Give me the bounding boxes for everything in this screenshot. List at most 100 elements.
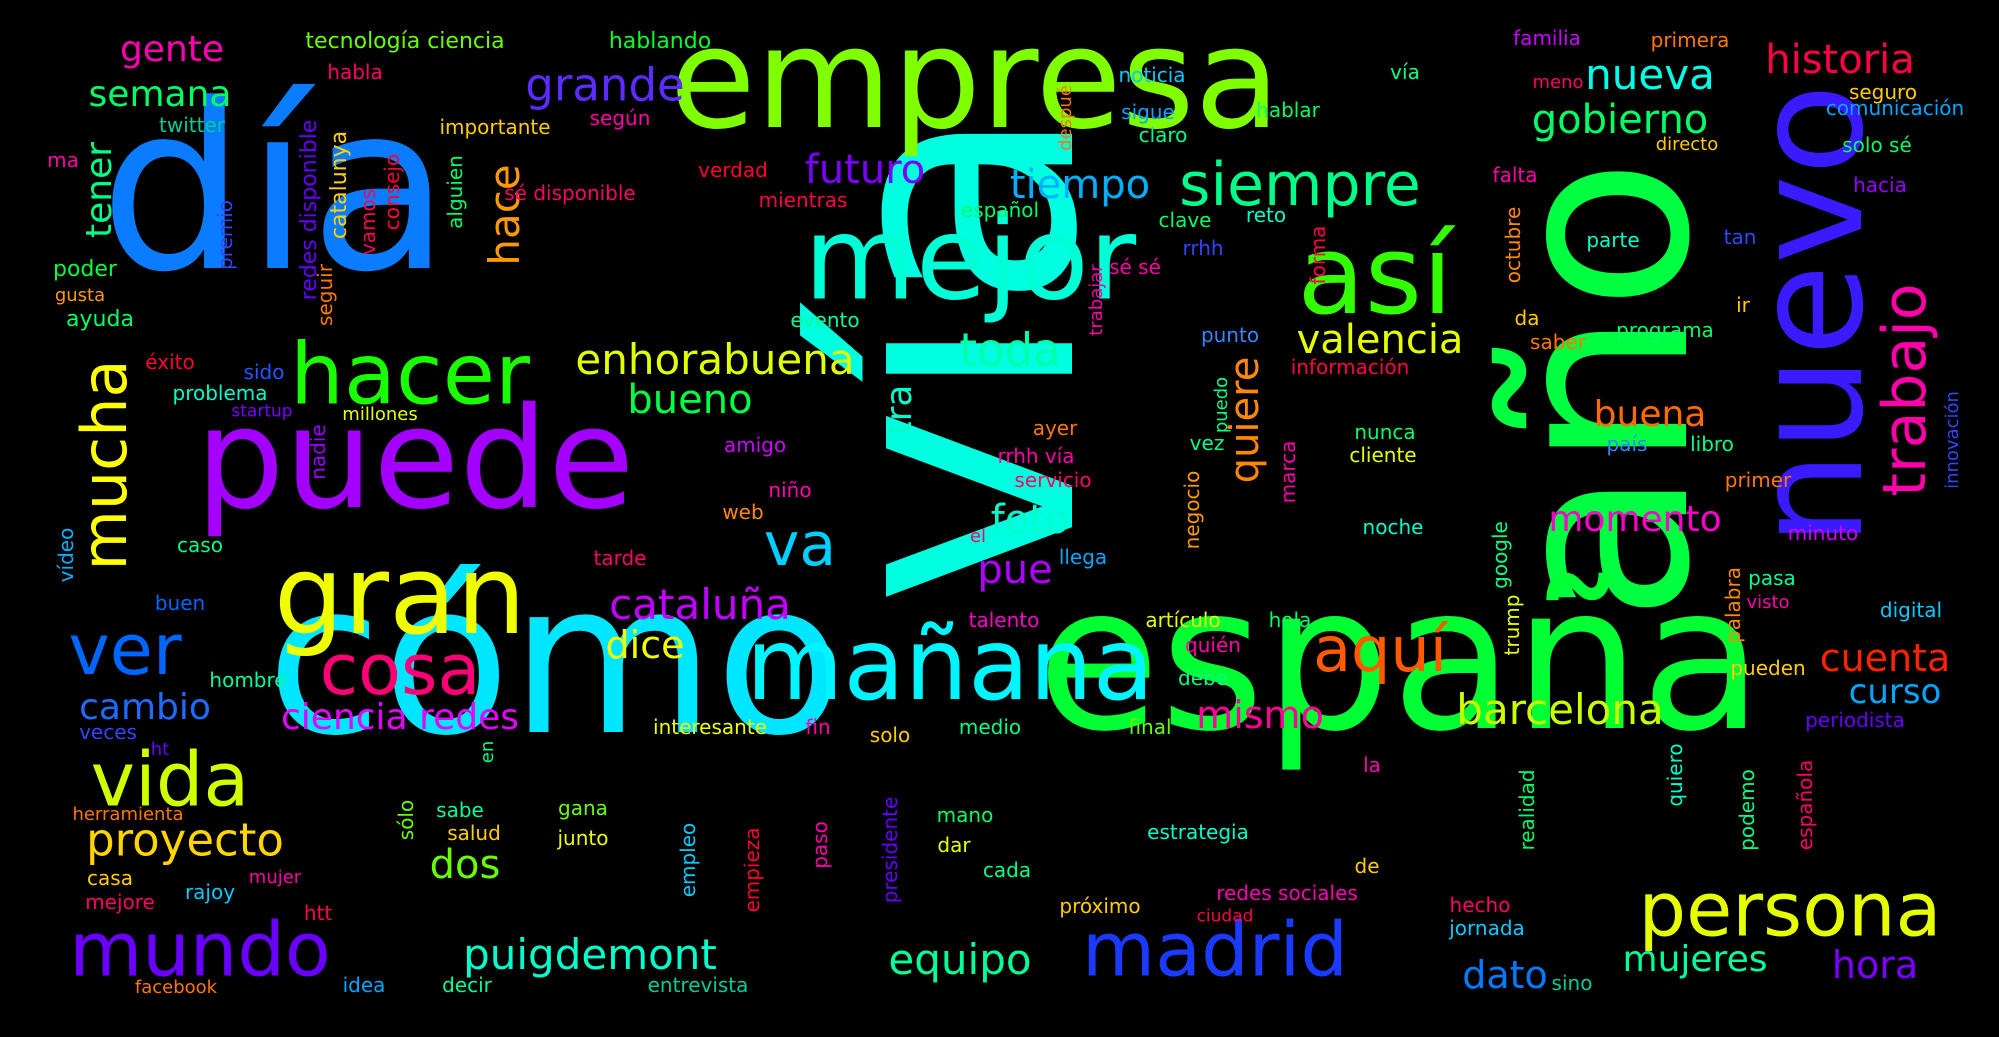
cloud-word: twitter bbox=[159, 113, 225, 137]
cloud-word: tarde bbox=[593, 546, 647, 570]
cloud-word: junto bbox=[557, 826, 609, 850]
cloud-word: hacer bbox=[290, 325, 530, 425]
cloud-word: dos bbox=[429, 842, 501, 888]
cloud-word: mientras bbox=[758, 188, 848, 212]
cloud-word: programa bbox=[1616, 318, 1714, 342]
cloud-word: tan bbox=[1723, 225, 1757, 249]
cloud-word: innovación bbox=[1942, 391, 1963, 489]
cloud-word: web bbox=[722, 500, 764, 524]
cloud-word: habla bbox=[327, 60, 383, 84]
cloud-word: madrid bbox=[1082, 905, 1348, 994]
cloud-word: seguir bbox=[313, 264, 337, 326]
cloud-word: podemo bbox=[1735, 769, 1759, 851]
cloud-word: htt bbox=[303, 901, 333, 925]
cloud-word: mano bbox=[936, 803, 994, 827]
cloud-word: rrhh bbox=[1182, 236, 1224, 260]
cloud-word: empleo bbox=[676, 822, 700, 898]
cloud-word: cambio bbox=[79, 687, 211, 728]
cloud-word: información bbox=[1290, 355, 1410, 379]
cloud-word: veces bbox=[79, 720, 137, 744]
cloud-word: primera bbox=[1650, 28, 1730, 52]
cloud-word: millones bbox=[342, 404, 418, 425]
cloud-word: hola bbox=[1268, 608, 1312, 632]
cloud-word: ir bbox=[1736, 293, 1750, 317]
cloud-word: fin bbox=[805, 715, 831, 739]
cloud-word: alguien bbox=[443, 155, 467, 229]
cloud-word: importante bbox=[439, 115, 551, 139]
cloud-word: premio bbox=[213, 199, 237, 271]
cloud-word: vía bbox=[1390, 60, 1420, 84]
cloud-word: punto bbox=[1200, 323, 1260, 347]
cloud-word: mundo bbox=[69, 905, 331, 994]
cloud-word: palabra bbox=[1721, 567, 1745, 643]
cloud-word: rrhh vía bbox=[997, 444, 1075, 468]
cloud-word: sé disponible bbox=[504, 181, 636, 205]
cloud-word: hablando bbox=[608, 29, 712, 54]
cloud-word: mucha bbox=[68, 359, 141, 571]
cloud-word: marca bbox=[1276, 440, 1300, 504]
cloud-word: dice bbox=[605, 623, 685, 667]
cloud-word: realidad bbox=[1515, 769, 1539, 851]
cloud-word: presidente bbox=[878, 796, 902, 904]
cloud-word: gran bbox=[273, 531, 527, 659]
cloud-word: negocio bbox=[1180, 470, 1204, 550]
cloud-word: niño bbox=[768, 478, 812, 502]
cloud-word: quién bbox=[1185, 633, 1241, 657]
cloud-word: toda bbox=[959, 323, 1061, 377]
cloud-word: debe bbox=[1178, 666, 1228, 690]
cloud-word: nadie bbox=[306, 424, 330, 480]
cloud-word: hombre bbox=[209, 668, 287, 692]
cloud-word: problema bbox=[172, 381, 268, 405]
cloud-word: empresa bbox=[669, 0, 1281, 161]
cloud-word: estrategia bbox=[1147, 820, 1249, 844]
cloud-word: tecnología ciencia bbox=[305, 29, 505, 54]
cloud-word: hecho bbox=[1449, 893, 1511, 917]
cloud-word: de bbox=[1354, 854, 1380, 878]
cloud-word: caso bbox=[177, 533, 223, 557]
cloud-word: ciencia redes bbox=[281, 697, 519, 738]
cloud-word: primer bbox=[1724, 468, 1792, 492]
cloud-word: vamos bbox=[356, 188, 380, 256]
cloud-word: parte bbox=[1586, 228, 1640, 252]
cloud-word: solo sé bbox=[1842, 133, 1912, 157]
cloud-word: llega bbox=[1058, 545, 1108, 569]
cloud-word: octubre bbox=[1501, 206, 1525, 284]
cloud-word: va bbox=[763, 510, 837, 580]
cloud-word: familia bbox=[1513, 26, 1581, 50]
cloud-word: mejor bbox=[803, 192, 1137, 327]
cloud-word: ciudad bbox=[1196, 906, 1254, 927]
cloud-word: cataluña bbox=[609, 580, 791, 629]
cloud-word: jornada bbox=[1449, 916, 1525, 940]
cloud-word: hablar bbox=[1256, 98, 1320, 122]
cloud-word: sido bbox=[243, 360, 285, 384]
cloud-word: reto bbox=[1245, 203, 1287, 227]
cloud-word: cosa bbox=[319, 629, 481, 711]
cloud-word: decir bbox=[442, 973, 492, 997]
cloud-word: tra bbox=[879, 384, 920, 436]
cloud-word: persona bbox=[1638, 865, 1942, 954]
cloud-word: digital bbox=[1879, 598, 1943, 622]
cloud-word: valencia bbox=[1296, 317, 1464, 363]
cloud-word: hacia bbox=[1853, 173, 1907, 197]
cloud-word: trabajo bbox=[1870, 283, 1940, 497]
cloud-word: empieza bbox=[740, 827, 764, 913]
cloud-word: ayer bbox=[1032, 416, 1078, 440]
cloud-word: gusta bbox=[54, 285, 106, 306]
cloud-word: directo bbox=[1655, 134, 1719, 155]
cloud-word: el bbox=[969, 526, 987, 547]
cloud-word: puigdemont bbox=[463, 930, 717, 979]
cloud-word: dato bbox=[1462, 953, 1548, 997]
cloud-word: puede bbox=[195, 378, 635, 541]
cloud-word: visto bbox=[1746, 592, 1790, 613]
cloud-word: clave bbox=[1158, 208, 1212, 232]
cloud-word: española bbox=[1793, 759, 1817, 851]
cloud-word: gobierno bbox=[1531, 97, 1709, 143]
cloud-word: en bbox=[477, 740, 498, 764]
cloud-word: hora bbox=[1831, 943, 1919, 987]
cloud-word: talento bbox=[968, 608, 1040, 632]
cloud-word: salud bbox=[447, 821, 501, 845]
cloud-word: tiempo bbox=[1009, 162, 1151, 208]
cloud-word: periodista bbox=[1805, 708, 1905, 732]
cloud-word: ma bbox=[47, 148, 79, 172]
cloud-word: verdad bbox=[698, 158, 768, 182]
